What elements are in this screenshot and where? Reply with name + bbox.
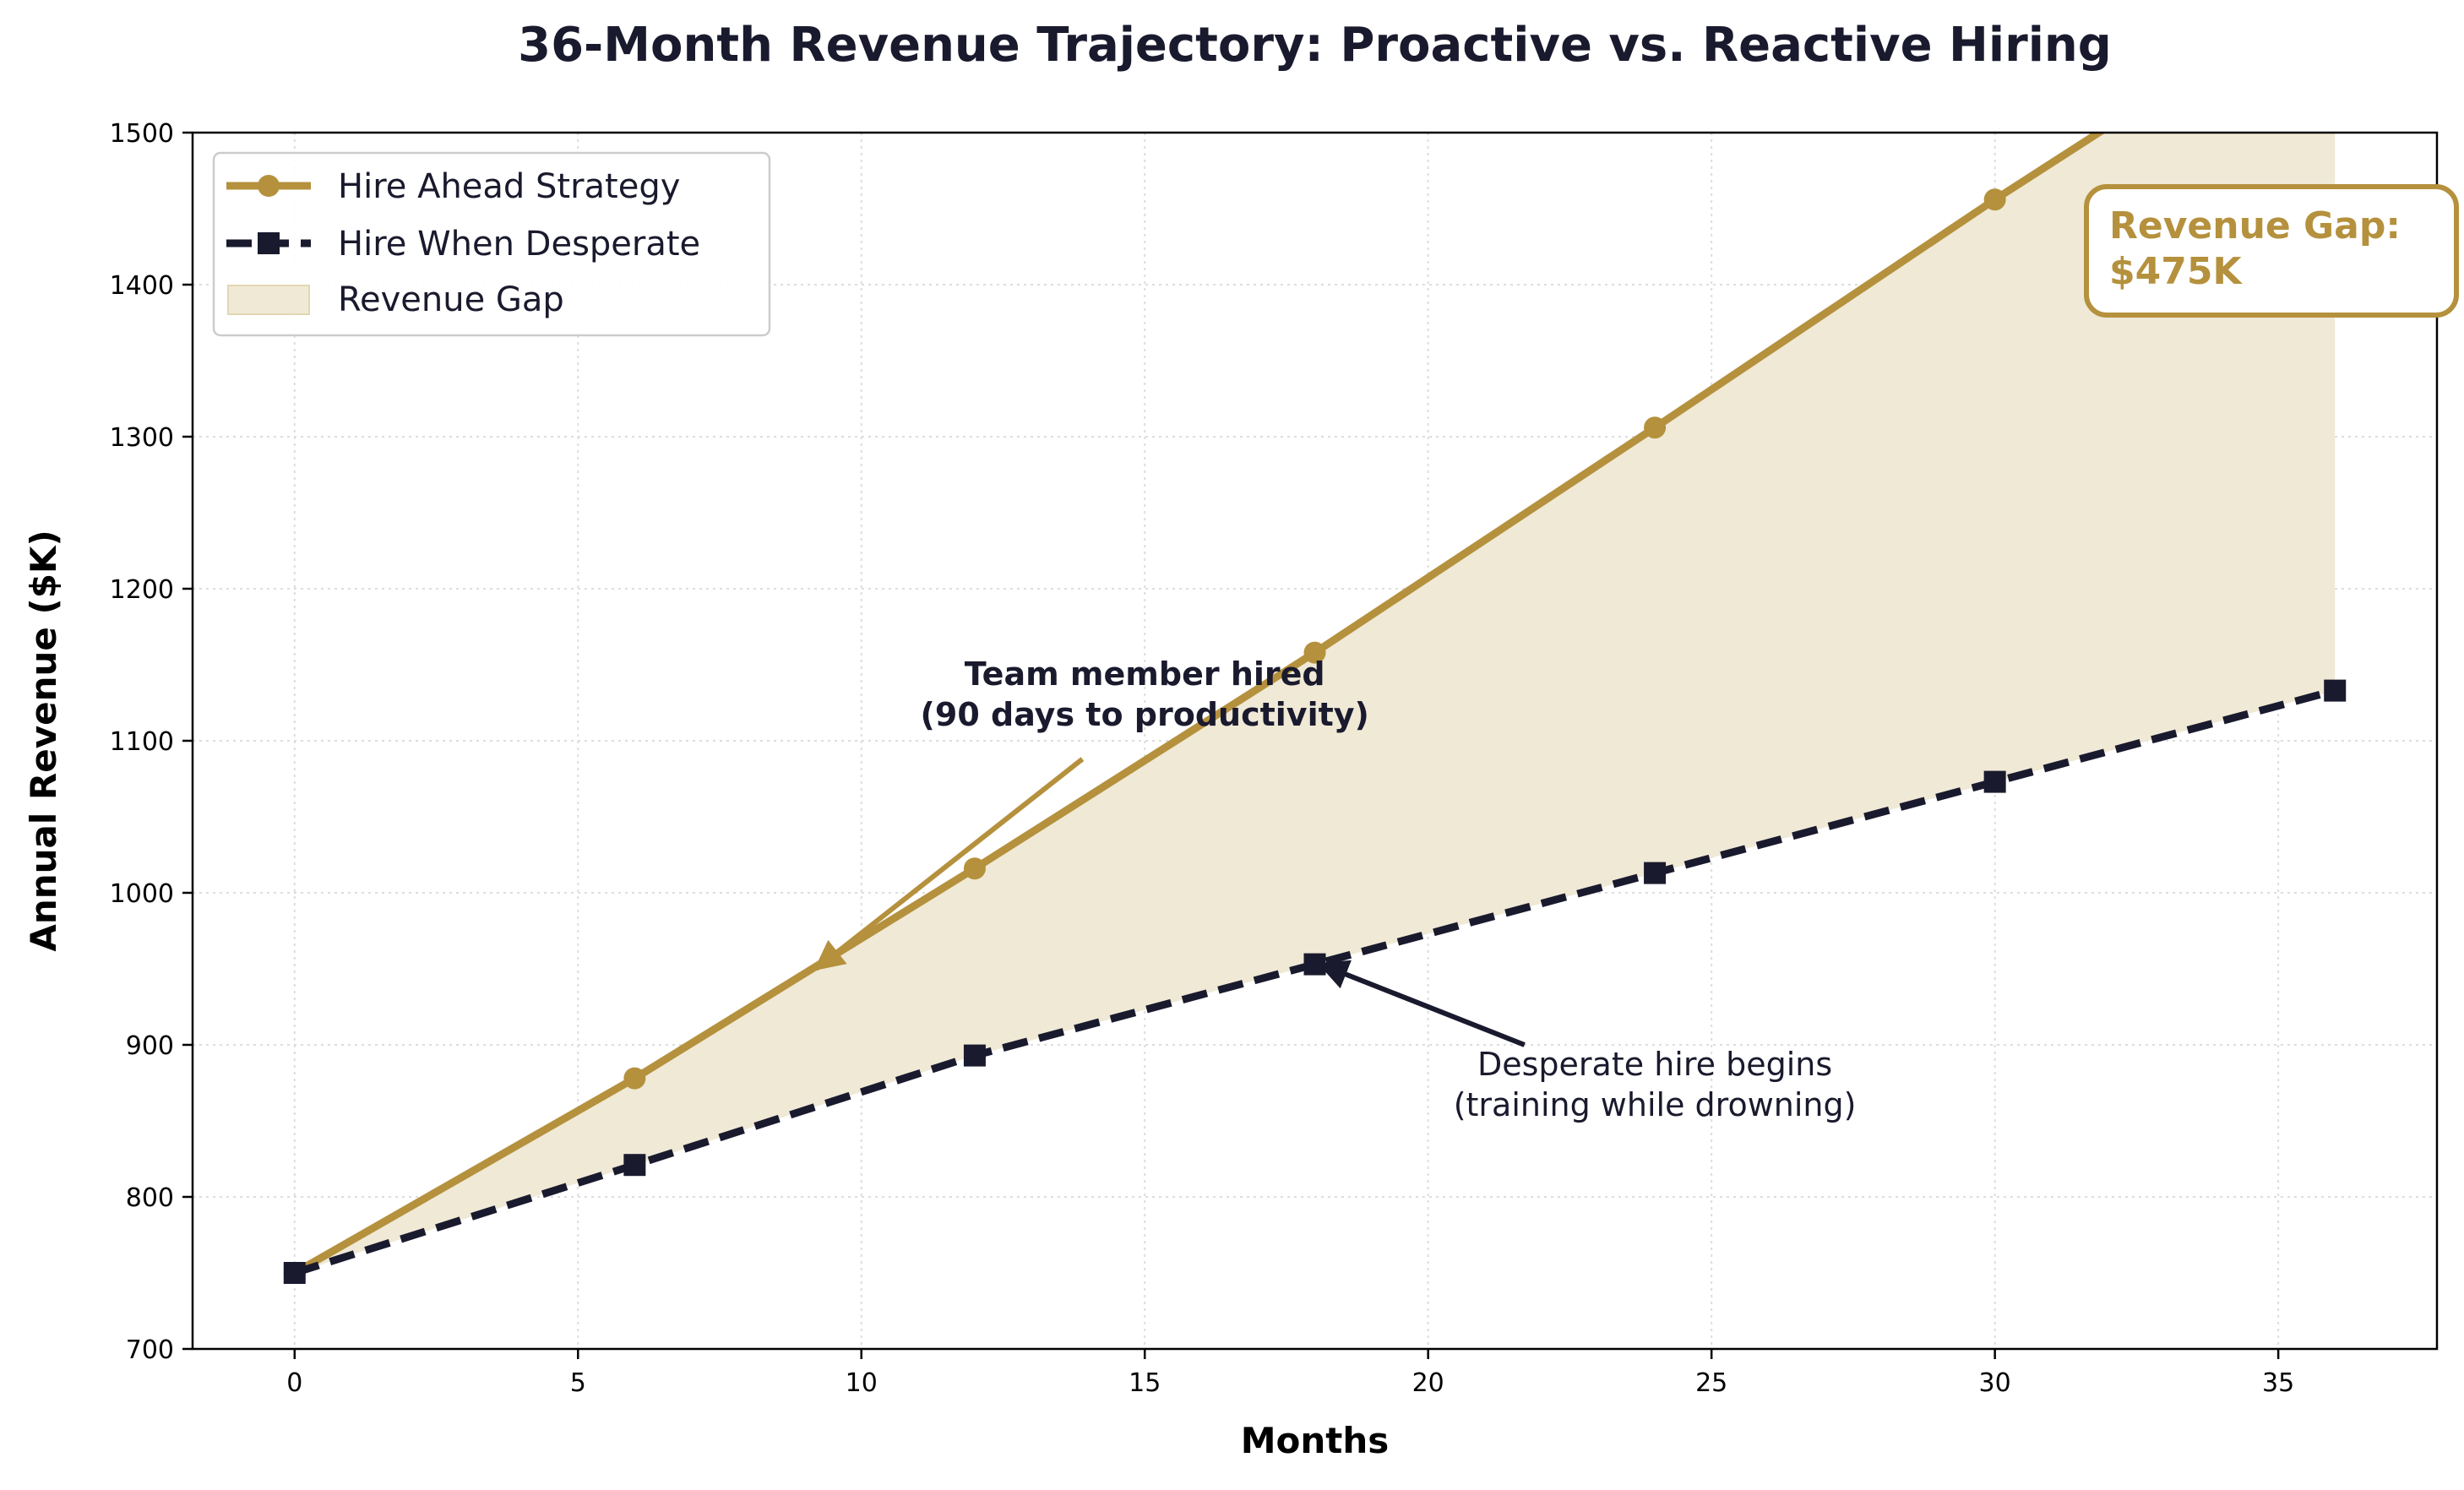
y-tick-label: 800 <box>126 1183 174 1213</box>
y-axis-title: Annual Revenue ($K) <box>23 530 64 951</box>
x-tick-label: 20 <box>1412 1368 1444 1398</box>
plot-area <box>283 133 2347 1284</box>
team-hired-text: (90 days to productivity) <box>921 696 1369 733</box>
y-tick-label: 700 <box>126 1335 174 1365</box>
legend-revenue-gap-label: Revenue Gap <box>338 280 564 319</box>
x-axis-title: Months <box>1241 1420 1390 1461</box>
hire-ahead-point <box>963 857 986 880</box>
hire-desperate-point <box>1983 770 2006 793</box>
revenue-gap-fill <box>294 133 2336 1273</box>
legend-hire-desperate-marker <box>258 232 280 254</box>
hire-desperate-point <box>2324 679 2347 702</box>
y-tick-label: 1000 <box>110 879 174 909</box>
y-tick-label: 1100 <box>110 727 174 757</box>
y-tick-label: 1200 <box>110 575 174 605</box>
x-tick-label: 15 <box>1129 1368 1161 1398</box>
axes: 0 5 10 15 20 25 30 35 700 800 900 1000 1100 1200 1300 1… <box>110 119 2295 1398</box>
x-tick-label: 30 <box>1979 1368 2011 1398</box>
legend: Hire Ahead Strategy Hire When Desperate Re… <box>212 151 771 337</box>
hire-ahead-point <box>1983 188 2006 211</box>
y-tick-label: 1300 <box>110 423 174 453</box>
legend-revenue-gap-swatch <box>227 285 310 315</box>
team-hired-arrow <box>813 757 1085 971</box>
y-tick-label: 1500 <box>110 119 174 149</box>
x-tick-label: 5 <box>570 1368 586 1398</box>
hire-desperate-point <box>1644 862 1667 884</box>
revenue-gap-callout-value: $475K <box>2109 250 2243 293</box>
hire-desperate-point <box>963 1044 986 1067</box>
annotations: Team member hired(90 days to productivit… <box>813 655 1857 1123</box>
legend-box <box>212 151 771 337</box>
desperate-hire-arrow <box>1317 960 1526 1047</box>
y-tick-label: 900 <box>126 1031 174 1061</box>
revenue-gap-callout: Revenue Gap: $475K <box>2084 184 2459 318</box>
desperate-hire-text: (training while drowning) <box>1454 1086 1857 1123</box>
legend-hire-desperate-label: Hire When Desperate <box>338 225 700 264</box>
chart-title: 36-Month Revenue Trajectory: Proactive v… <box>518 18 2112 73</box>
legend-hire-ahead-marker <box>258 175 280 197</box>
team-hired-text: Team member hired <box>965 655 1325 693</box>
hire-desperate-point <box>283 1262 306 1284</box>
x-tick-label: 10 <box>846 1368 878 1398</box>
x-tick-label: 25 <box>1695 1368 1727 1398</box>
revenue-gap-callout-box <box>2084 184 2459 318</box>
hire-ahead-point <box>1644 416 1667 439</box>
y-tick-label: 1400 <box>110 271 174 301</box>
x-tick-label: 35 <box>2262 1368 2294 1398</box>
legend-hire-ahead-label: Hire Ahead Strategy <box>338 167 680 206</box>
desperate-hire-text: Desperate hire begins <box>1477 1046 1832 1083</box>
hire-ahead-point <box>623 1067 646 1090</box>
x-tick-label: 0 <box>286 1368 302 1398</box>
hire-desperate-point <box>623 1154 646 1177</box>
hire-ahead-point <box>1303 641 1326 664</box>
revenue-gap-callout-label: Revenue Gap: <box>2109 204 2401 247</box>
